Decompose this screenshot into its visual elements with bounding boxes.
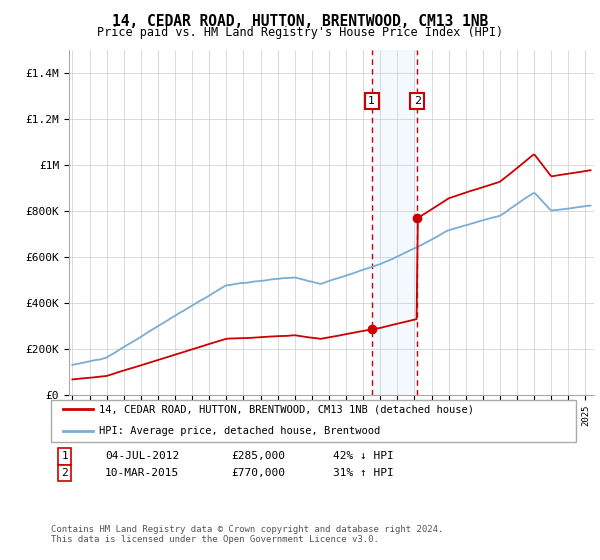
- Text: £285,000: £285,000: [231, 451, 285, 461]
- Text: HPI: Average price, detached house, Brentwood: HPI: Average price, detached house, Bren…: [99, 427, 380, 436]
- Text: 1: 1: [61, 451, 68, 461]
- Text: 1: 1: [368, 96, 375, 106]
- Bar: [371, 50, 418, 395]
- Text: Price paid vs. HM Land Registry's House Price Index (HPI): Price paid vs. HM Land Registry's House …: [97, 26, 503, 39]
- Text: 14, CEDAR ROAD, HUTTON, BRENTWOOD, CM13 1NB: 14, CEDAR ROAD, HUTTON, BRENTWOOD, CM13 …: [112, 14, 488, 29]
- Text: 2: 2: [61, 468, 68, 478]
- Text: £770,000: £770,000: [231, 468, 285, 478]
- Text: 2: 2: [414, 96, 421, 106]
- Text: 04-JUL-2012: 04-JUL-2012: [105, 451, 179, 461]
- Text: Contains HM Land Registry data © Crown copyright and database right 2024.
This d: Contains HM Land Registry data © Crown c…: [51, 525, 443, 544]
- Text: 14, CEDAR ROAD, HUTTON, BRENTWOOD, CM13 1NB (detached house): 14, CEDAR ROAD, HUTTON, BRENTWOOD, CM13 …: [99, 404, 474, 414]
- Text: 31% ↑ HPI: 31% ↑ HPI: [333, 468, 394, 478]
- Text: 10-MAR-2015: 10-MAR-2015: [105, 468, 179, 478]
- Text: 42% ↓ HPI: 42% ↓ HPI: [333, 451, 394, 461]
